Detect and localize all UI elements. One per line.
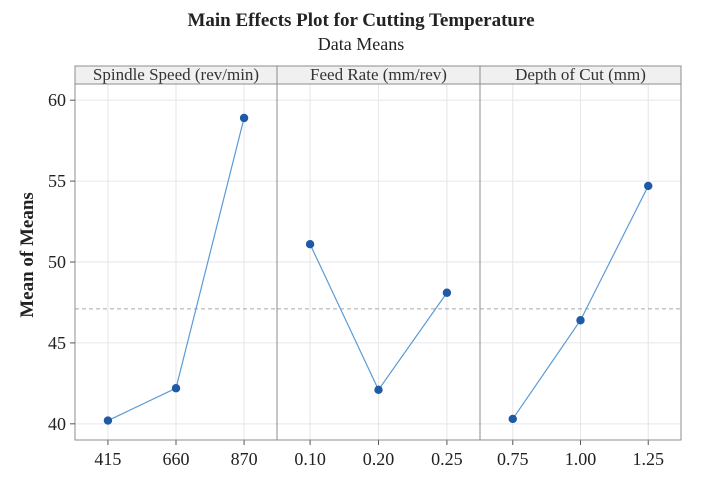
- y-tick-label: 45: [48, 333, 66, 353]
- chart-subtitle: Data Means: [318, 34, 404, 54]
- x-tick-label: 0.20: [363, 449, 395, 469]
- y-tick-label: 50: [48, 252, 66, 272]
- data-point: [239, 113, 249, 123]
- x-tick-label: 1.25: [632, 449, 664, 469]
- data-point: [171, 384, 181, 393]
- x-tick-label: 870: [231, 449, 258, 469]
- y-tick-label: 55: [48, 171, 66, 191]
- data-point: [442, 288, 452, 297]
- x-tick-label: 0.25: [431, 449, 463, 469]
- data-point: [576, 316, 585, 325]
- x-tick-label: 0.10: [294, 449, 326, 469]
- x-tick-label: 0.75: [497, 449, 529, 469]
- panel-label: Depth of Cut (mm): [515, 65, 646, 84]
- data-point: [644, 181, 653, 191]
- panel-label: Feed Rate (mm/rev): [310, 65, 447, 84]
- chart-title: Main Effects Plot for Cutting Temperatur…: [187, 10, 534, 31]
- x-tick-label: 660: [163, 449, 190, 469]
- panel-label: Spindle Speed (rev/min): [93, 65, 259, 84]
- data-point: [508, 414, 517, 424]
- y-tick-label: 40: [48, 414, 66, 434]
- y-axis-label: Mean of Means: [17, 192, 38, 318]
- y-tick-label: 60: [48, 90, 66, 110]
- panel-frame: [479, 83, 682, 441]
- data-point: [305, 240, 315, 249]
- data-point: [374, 385, 383, 395]
- x-tick-label: 415: [94, 449, 121, 469]
- data-point: [103, 416, 113, 425]
- x-tick-label: 1.00: [565, 449, 597, 469]
